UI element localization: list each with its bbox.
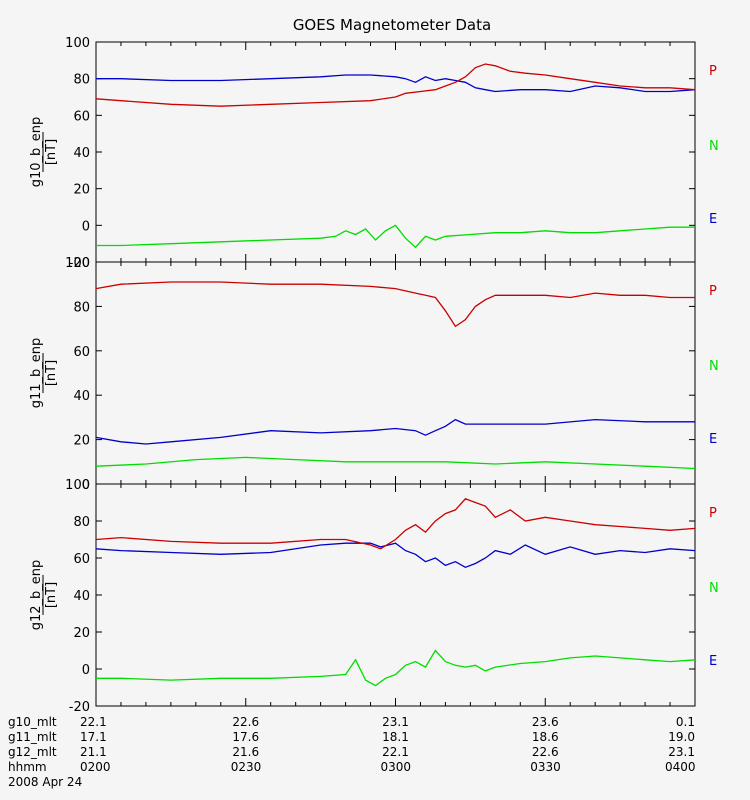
footer-row-label: g11_mlt (8, 730, 57, 744)
footer-cell: 0300 (380, 760, 412, 774)
y-axis-label: g11_b_enp (29, 338, 44, 409)
y-tick-label: 80 (73, 300, 90, 315)
y-tick-label: 40 (73, 589, 90, 604)
legend-N: N (709, 359, 719, 374)
legend-E: E (709, 432, 717, 447)
footer-cell: 22.6 (531, 745, 559, 759)
footer-row-label: g10_mlt (8, 715, 57, 729)
legend-P: P (709, 284, 717, 299)
series-line-P (95, 498, 696, 550)
footer-row-label: g12_mlt (8, 745, 57, 759)
y-tick-label: 0 (82, 663, 90, 678)
y-tick-label: 100 (65, 256, 90, 271)
y-tick-label: 0 (82, 219, 90, 234)
footer-cell: 0200 (80, 760, 111, 774)
y-tick-label: 20 (73, 183, 90, 198)
panel-frame (95, 261, 696, 485)
y-tick-label: 60 (73, 552, 90, 567)
series-line-E (95, 542, 696, 569)
y-tick-label: 20 (73, 626, 90, 641)
y-tick-label: 80 (73, 73, 90, 88)
footer-date: 2008 Apr 24 (8, 775, 83, 789)
series-line-N (95, 456, 696, 470)
footer-cell: 18.6 (531, 730, 559, 744)
y-axis-unit: [nT] (44, 360, 59, 386)
footer-cell: 22.6 (232, 715, 260, 729)
legend-E: E (709, 212, 717, 227)
panel-frame (95, 483, 696, 707)
y-tick-label: -20 (69, 700, 90, 715)
footer-cell: 0230 (230, 760, 262, 774)
y-tick-label: 40 (73, 146, 90, 161)
footer-cell: 19.0 (668, 730, 695, 744)
series-line-P (95, 63, 696, 107)
footer-cell: 22.1 (80, 715, 107, 729)
y-tick-label: 80 (73, 515, 90, 530)
footer-cell: 0330 (530, 760, 561, 774)
footer-cell: 22.1 (382, 745, 409, 759)
legend-P: P (709, 64, 717, 79)
y-tick-label: 60 (73, 345, 90, 360)
y-tick-label: 100 (65, 478, 90, 493)
panel-frame (95, 41, 696, 263)
y-axis-label: g10_b_enp (29, 117, 44, 188)
footer-cell: 21.1 (80, 745, 107, 759)
y-axis-label: g12_b_enp (29, 560, 44, 631)
chart-title: GOES Magnetometer Data (293, 16, 491, 34)
footer-row-label: hhmm (8, 760, 47, 774)
footer-cell: 21.6 (232, 745, 260, 759)
y-tick-label: 20 (73, 434, 90, 449)
y-tick-label: 100 (65, 36, 90, 51)
series-line-E (96, 74, 696, 93)
footer-cell: 23.1 (382, 715, 409, 729)
legend-E: E (709, 654, 717, 669)
footer-cell: 17.6 (232, 730, 260, 744)
series-line-N (96, 224, 695, 249)
series-line-N (96, 649, 696, 687)
footer-cell: 17.1 (80, 730, 107, 744)
footer-cell: 18.1 (382, 730, 409, 744)
footer-cell: 23.1 (668, 745, 695, 759)
y-axis-unit: [nT] (44, 582, 59, 608)
footer-cell: 0.1 (675, 715, 695, 729)
legend-N: N (709, 139, 719, 154)
legend-N: N (709, 581, 719, 596)
footer-cell: 23.6 (531, 715, 559, 729)
y-tick-label: 40 (73, 389, 90, 404)
y-tick-label: 0 (82, 478, 90, 493)
y-tick-label: -20 (69, 256, 90, 271)
y-axis-unit: [nT] (44, 139, 59, 165)
legend-P: P (709, 506, 717, 521)
y-tick-label: 60 (73, 109, 90, 124)
series-line-P (95, 281, 695, 328)
series-line-E (95, 418, 695, 445)
footer-cell: 0400 (665, 760, 696, 774)
